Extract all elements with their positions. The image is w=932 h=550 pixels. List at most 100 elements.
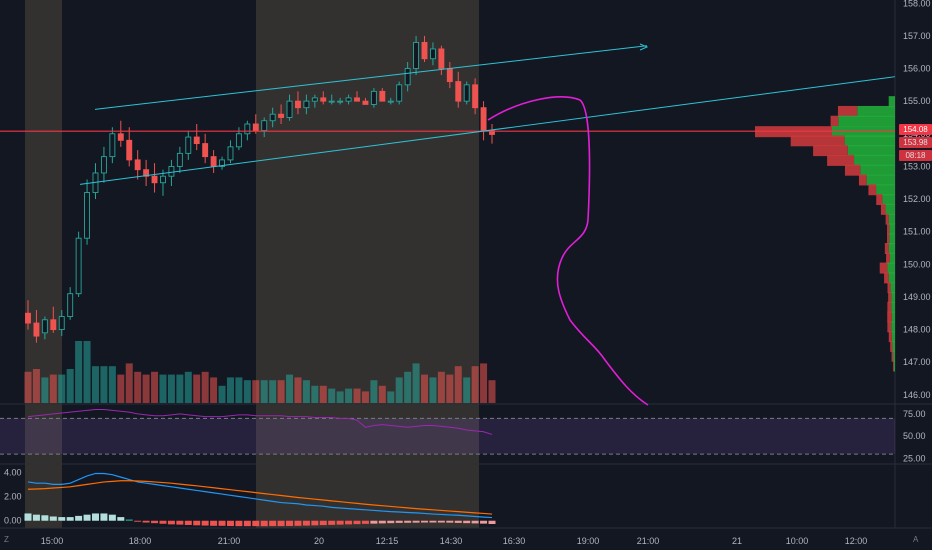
volume-bar — [176, 374, 184, 403]
candle-body — [396, 84, 403, 102]
price-tick-label: 147.00 — [903, 357, 931, 367]
macd-histogram-bar — [159, 520, 167, 524]
candle — [337, 97, 344, 105]
profile-buy — [891, 321, 895, 333]
rsi-pane: 75.00 50.00 25.00 — [0, 409, 926, 464]
volume-profile — [755, 96, 895, 372]
price-tick-label: 150.00 — [903, 259, 931, 269]
candle — [244, 120, 251, 141]
volume-bar — [319, 385, 327, 403]
profile-sell — [887, 223, 890, 235]
candle — [421, 35, 428, 62]
volume-bar — [480, 363, 488, 403]
price-tick-label: 153.00 — [903, 161, 931, 171]
profile-sell — [813, 145, 848, 157]
candle — [143, 159, 150, 186]
volume-bar — [378, 385, 386, 403]
volume-bar — [488, 380, 496, 403]
profile-sell — [891, 350, 894, 362]
candle — [202, 133, 209, 164]
rsi-tick-label: 75.00 — [903, 409, 926, 419]
macd-histogram-bar — [286, 520, 294, 526]
profile-buy — [891, 301, 895, 313]
candle — [387, 97, 394, 105]
macd-histogram-bar — [345, 520, 353, 525]
price-tick-label: 152.00 — [903, 194, 931, 204]
projection-curve — [487, 96, 649, 406]
candle-body — [472, 84, 479, 109]
candle-body — [354, 97, 360, 102]
candle — [84, 179, 91, 245]
candle-body — [25, 312, 31, 324]
session-block-1 — [256, 0, 479, 528]
macd-histogram-bar — [319, 520, 327, 526]
candle — [320, 91, 327, 105]
macd-histogram-bar — [41, 515, 49, 521]
volume-bar — [269, 380, 277, 403]
last-price-label: 153.98 — [899, 137, 932, 148]
candlesticks[interactable] — [25, 35, 495, 343]
candle — [404, 62, 411, 92]
volume-bar — [260, 380, 268, 403]
rsi-tick-label: 25.00 — [903, 454, 926, 464]
candle — [429, 42, 436, 66]
profile-buy — [885, 203, 895, 215]
volume-bar — [277, 380, 285, 403]
zoom-icon[interactable]: Z — [4, 535, 9, 544]
macd-histogram-bar — [49, 516, 57, 521]
profile-buy — [891, 311, 895, 323]
auto-scale-icon[interactable]: A — [913, 535, 919, 544]
candle-body — [185, 136, 192, 154]
candle — [75, 231, 82, 297]
candle-body — [311, 97, 318, 102]
drawings[interactable] — [0, 43, 896, 406]
macd-tick-label: 0.00 — [4, 516, 22, 526]
profile-buy — [888, 96, 895, 108]
macd-histogram-bar — [252, 520, 260, 527]
volume-bar — [41, 377, 49, 403]
candle-body — [50, 319, 57, 331]
macd-histogram-bar — [58, 517, 66, 521]
countdown-label: 08:18 — [899, 150, 932, 161]
time-tick-label: 21 — [732, 536, 742, 546]
macd-histogram-bar — [336, 520, 344, 525]
candle-body — [438, 48, 445, 69]
profile-buy — [838, 115, 895, 127]
candle-body — [143, 169, 150, 177]
candle — [168, 159, 175, 186]
candle-body — [210, 156, 217, 167]
profile-sell — [890, 340, 893, 352]
time-axis[interactable]: 15:00 18:00 21:00 20 12:15 14:30 16:30 19:00 21:… — [41, 536, 868, 546]
volume-bar — [286, 374, 294, 403]
macd-histogram-bar — [243, 520, 251, 527]
macd-histogram-bar — [429, 520, 437, 523]
candle-body — [387, 100, 394, 103]
macd-histogram-bar — [66, 517, 74, 521]
volume-bar — [311, 385, 319, 403]
candle — [345, 94, 352, 105]
volume-bar — [49, 374, 57, 403]
profile-buy — [857, 105, 895, 117]
profile-buy — [844, 135, 895, 147]
macd-histogram-bar — [328, 520, 336, 525]
volume-bar — [167, 374, 175, 403]
channel-lower — [79, 76, 896, 185]
volume-bar — [184, 371, 192, 403]
price-axis[interactable]: 158.00157.00156.00155.00154.00153.00152.… — [903, 0, 931, 400]
profile-buy — [882, 194, 895, 206]
candle-body — [320, 97, 327, 102]
candle — [438, 45, 445, 76]
candle-body — [151, 175, 158, 184]
volume-bars — [24, 341, 496, 403]
candle — [134, 150, 141, 180]
candle-body — [404, 68, 411, 86]
volume-bar — [159, 374, 167, 403]
volume-bar — [151, 371, 159, 403]
macd-histogram-bar — [218, 520, 226, 526]
candle-body — [126, 139, 133, 161]
time-tick-label: 21:00 — [218, 536, 241, 546]
candle-body — [252, 123, 259, 131]
profile-buy — [892, 340, 895, 352]
candle — [269, 107, 276, 128]
